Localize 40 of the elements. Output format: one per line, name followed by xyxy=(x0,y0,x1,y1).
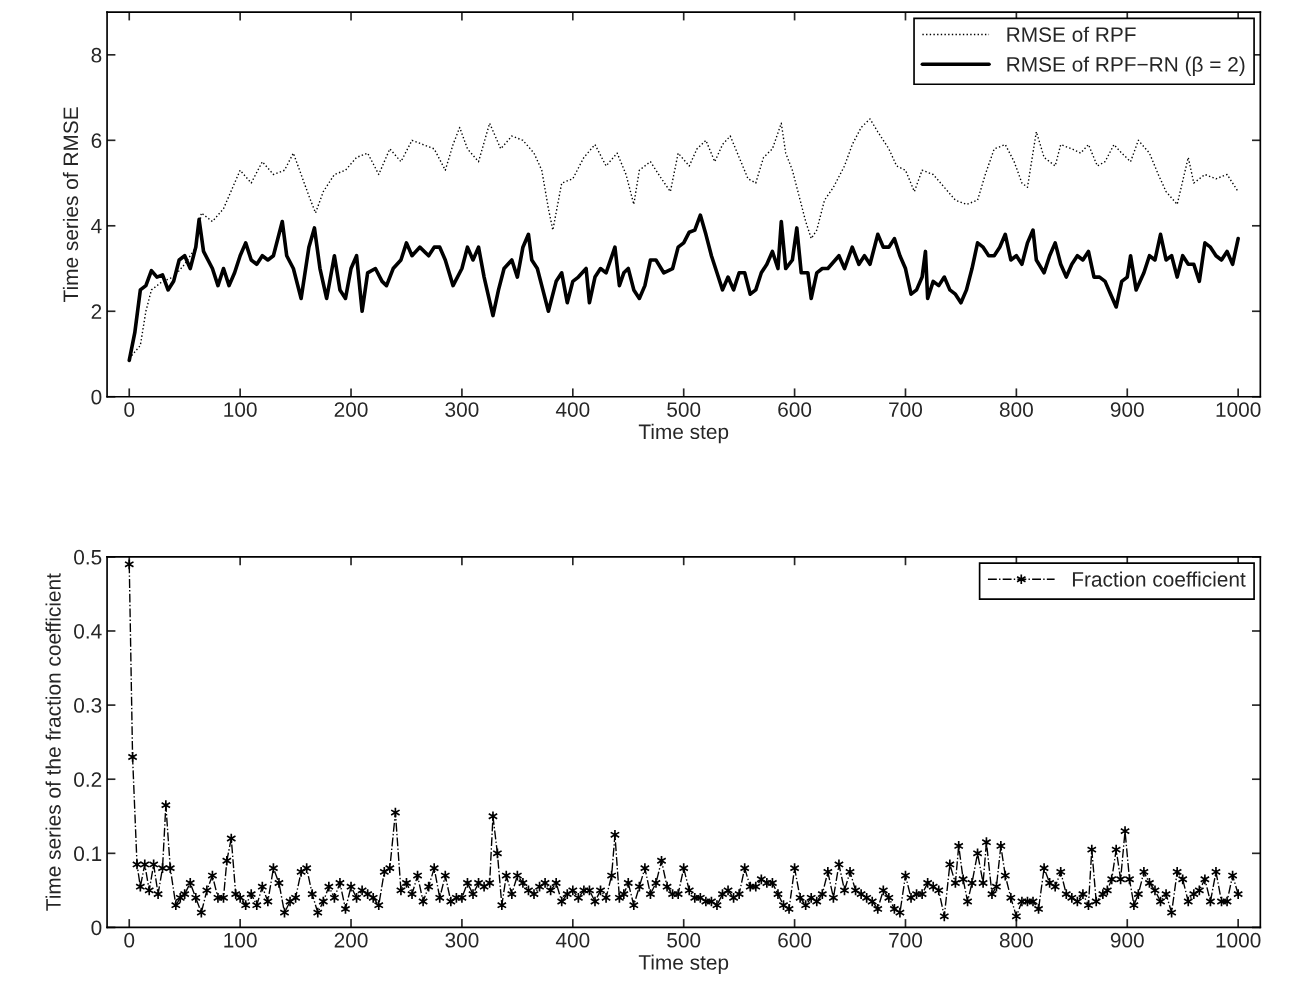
x-tick-label: 0 xyxy=(124,932,135,948)
legend-label: RMSE of RPF xyxy=(1007,26,1136,42)
x-tick-label: 300 xyxy=(445,932,479,948)
x-tick-label: 1000 xyxy=(1216,402,1261,417)
legend-label: RMSE of RPF−RN (β = 2) xyxy=(1007,56,1245,76)
y-tick-label: 0.3 xyxy=(74,698,102,713)
x-tick-label: 800 xyxy=(999,402,1033,417)
y-tick-label: 0.1 xyxy=(74,846,102,862)
x-tick-label: 600 xyxy=(778,932,812,948)
y-tick-label: 2 xyxy=(91,304,102,319)
x-tick-label: 100 xyxy=(224,932,257,948)
y-tick-label: 8 xyxy=(91,47,102,63)
y-tick-label: 6 xyxy=(91,133,102,149)
x-tick-label: 200 xyxy=(334,932,368,948)
x-tick-label: 800 xyxy=(999,932,1033,948)
x-axis-title: Time step xyxy=(638,954,729,974)
y-axis-title: Time series of RMSE xyxy=(62,107,79,302)
x-tick-label: 400 xyxy=(555,402,590,417)
x-tick-label: 400 xyxy=(555,932,590,948)
y-tick-label: 0.4 xyxy=(74,623,102,639)
x-tick-label: 1000 xyxy=(1216,932,1261,948)
x-tick-label: 500 xyxy=(667,402,701,417)
x-tick-label: 300 xyxy=(445,402,479,417)
x-tick-label: 200 xyxy=(334,402,368,417)
x-axis-title: Time step xyxy=(638,423,729,444)
y-tick-label: 0 xyxy=(91,920,102,936)
x-tick-label: 700 xyxy=(889,932,923,948)
legend-label: Fraction coefficient xyxy=(1072,571,1246,587)
x-tick-label: 500 xyxy=(667,932,701,948)
y-tick-label: 0.2 xyxy=(74,772,102,787)
x-tick-label: 700 xyxy=(889,402,923,417)
x-tick-label: 900 xyxy=(1110,932,1144,948)
x-tick-label: 600 xyxy=(778,402,812,417)
y-tick-label: 4 xyxy=(91,219,102,234)
x-tick-label: 900 xyxy=(1110,402,1144,417)
x-tick-label: 100 xyxy=(224,402,257,417)
x-tick-label: 0 xyxy=(124,402,135,417)
y-axis-title: Time series of the fraction coefficient xyxy=(45,573,61,911)
y-tick-label: 0.5 xyxy=(74,549,102,565)
y-tick-label: 0 xyxy=(91,389,102,405)
